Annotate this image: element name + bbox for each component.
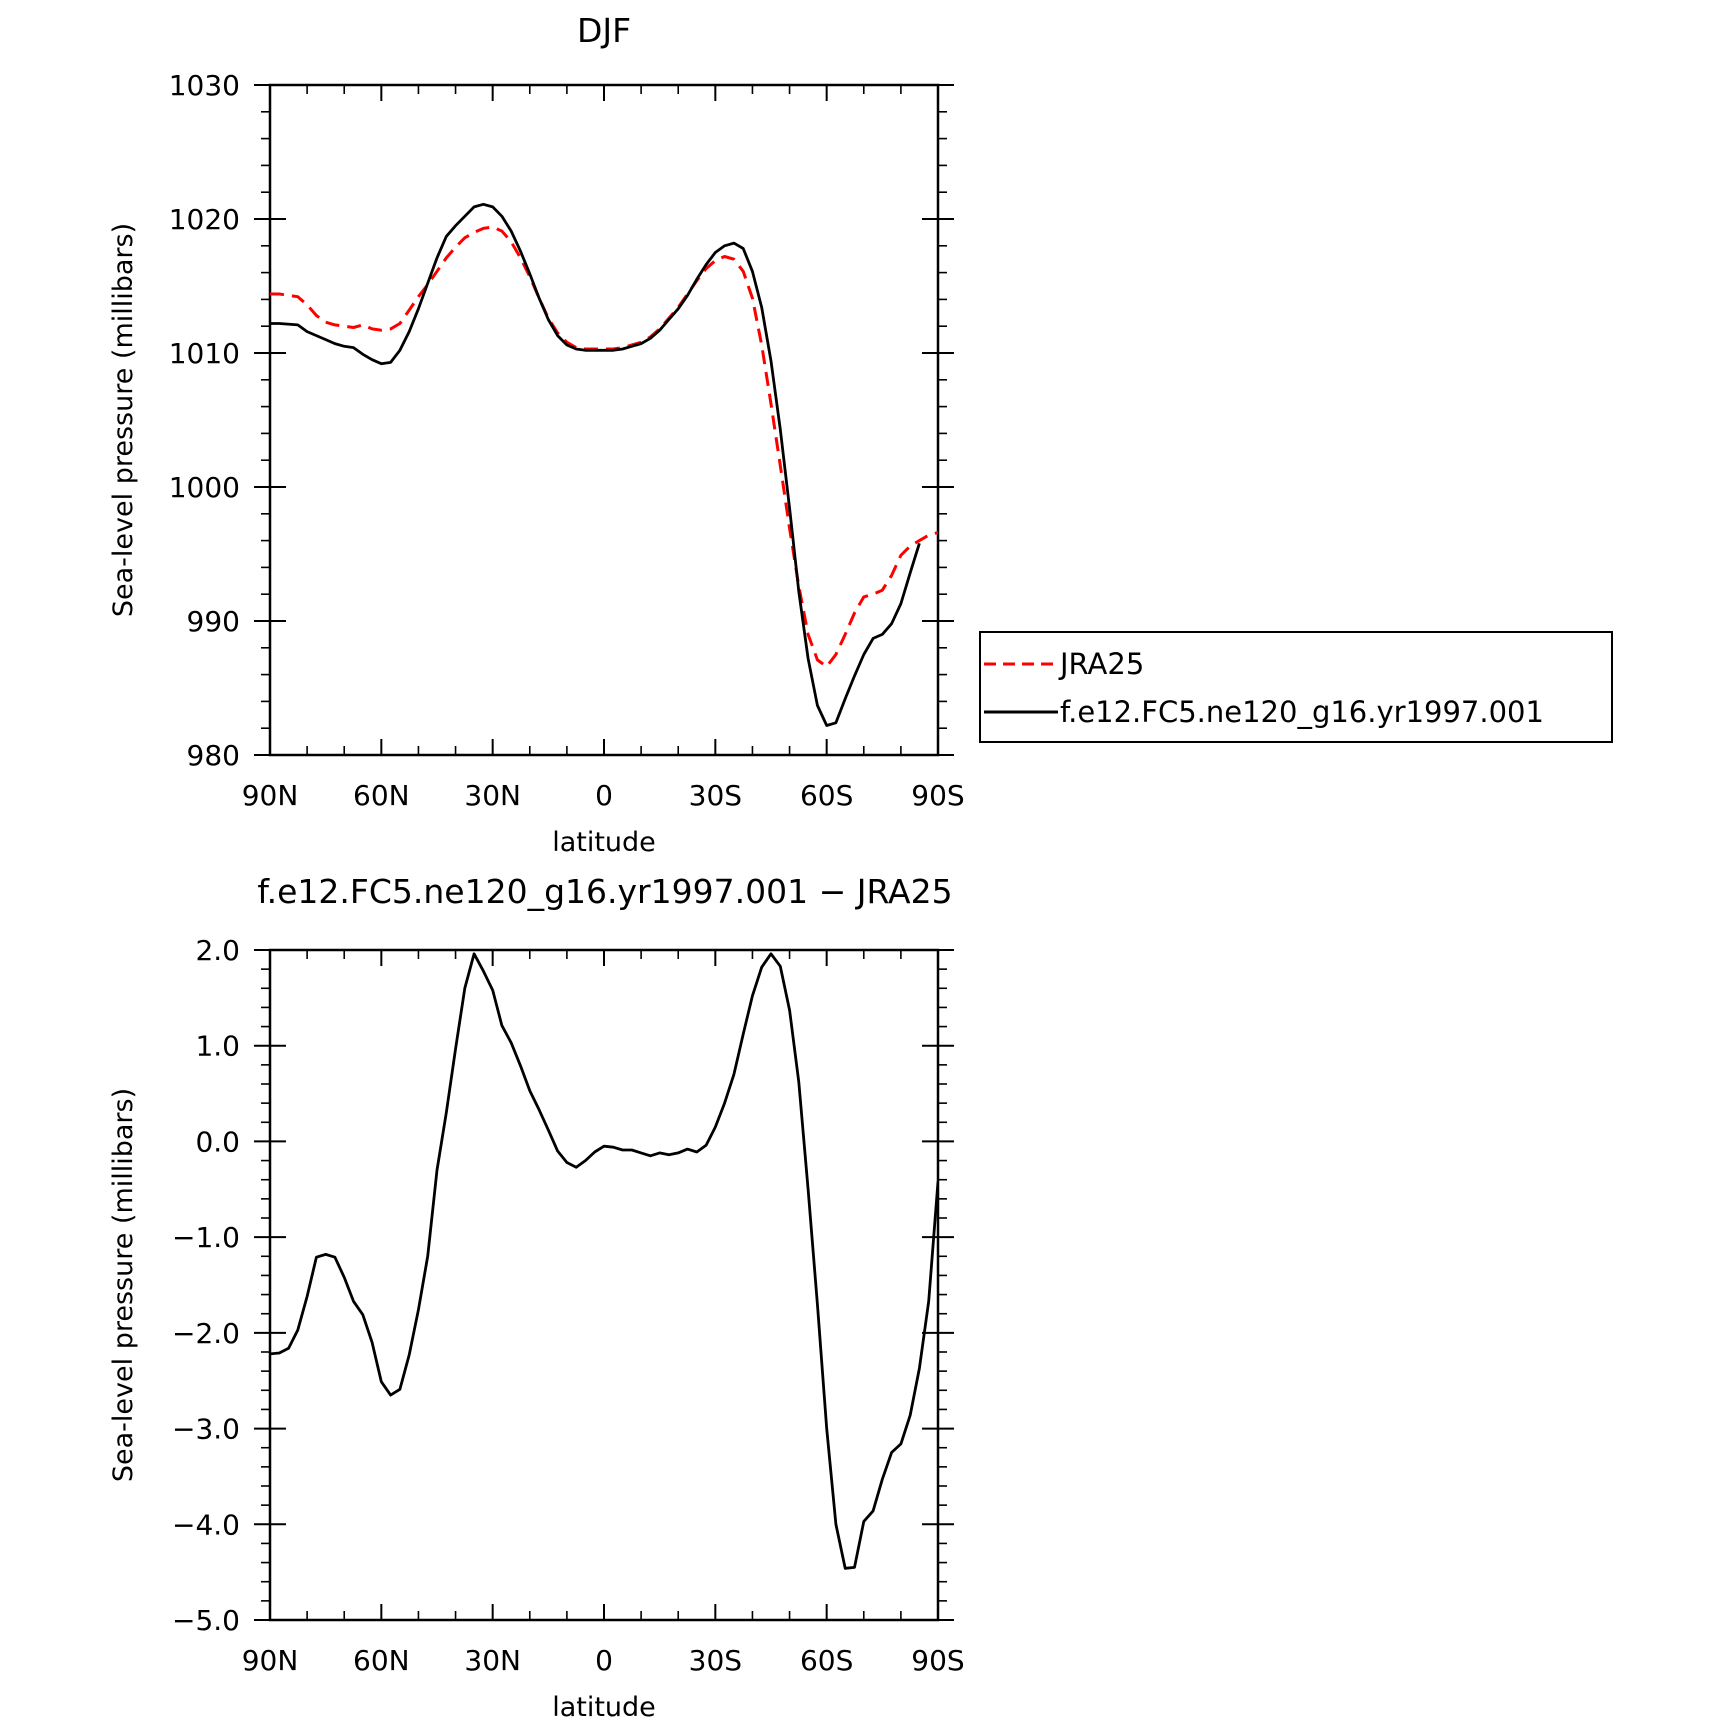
x-tick-label: 30S — [689, 1644, 742, 1677]
x-tick-label: 0 — [595, 779, 613, 812]
x-tick-label: 0 — [595, 1644, 613, 1677]
y-axis-label: Sea-level pressure (millibars) — [108, 223, 139, 617]
y-tick-label: 1020 — [169, 203, 240, 236]
x-tick-label: 60N — [353, 779, 410, 812]
x-tick-label: 60N — [353, 1644, 410, 1677]
y-tick-label: −4.0 — [172, 1508, 240, 1541]
x-tick-label: 30S — [689, 779, 742, 812]
y-tick-label: 990 — [187, 605, 240, 638]
plot-frame — [268, 83, 940, 757]
x-tick-label: 60S — [800, 1644, 853, 1677]
y-axis-label: Sea-level pressure (millibars) — [108, 1088, 139, 1482]
series-line-f-e12-fc5-ne120-g16-yr1997-001 — [270, 202, 921, 727]
legend-entry: f.e12.FC5.ne120_g16.yr1997.001 — [1060, 695, 1544, 729]
plot-title: DJF — [577, 11, 631, 50]
x-tick-label: 60S — [800, 779, 853, 812]
x-tick-label: 90S — [911, 1644, 964, 1677]
top-panel-djf: 90N 60N 30N 0 30S 60S 90S 980 990 1000 1010 1020 103… — [108, 11, 1613, 858]
x-tick-label: 90S — [911, 779, 964, 812]
x-tick-label: 30N — [464, 1644, 521, 1677]
y-tick-label: 980 — [187, 739, 240, 772]
y-tick-label: −3.0 — [172, 1413, 240, 1446]
y-tick-label: −5.0 — [172, 1604, 240, 1637]
legend-box — [979, 631, 1613, 743]
x-axis-label: latitude — [552, 1692, 656, 1723]
bottom-panel-difference: 90N 60N 30N 0 30S 60S 90S −5.0 −4.0 −3.0 −2.0 −1.0 0… — [108, 872, 965, 1723]
y-tick-label: 1000 — [169, 471, 240, 504]
y-tick-label: −1.0 — [172, 1221, 240, 1254]
series-line-jra25 — [270, 225, 938, 669]
x-tick-label: 30N — [464, 779, 521, 812]
y-tick-label: 1010 — [169, 337, 240, 370]
y-tick-label: 0.0 — [195, 1125, 240, 1158]
x-tick-label: 90N — [242, 1644, 299, 1677]
x-axis-label: latitude — [552, 827, 656, 858]
plot-frame — [268, 948, 940, 1622]
y-tick-label: −2.0 — [172, 1317, 240, 1350]
y-tick-label: 1.0 — [195, 1030, 240, 1063]
difference-line — [270, 952, 938, 1570]
y-tick-label: 1030 — [169, 69, 240, 102]
legend-entry: JRA25 — [1058, 647, 1144, 681]
plot-title: f.e12.FC5.ne120_g16.yr1997.001 − JRA25 — [257, 872, 952, 911]
x-tick-label: 90N — [242, 779, 299, 812]
y-tick-label: 2.0 — [195, 934, 240, 967]
